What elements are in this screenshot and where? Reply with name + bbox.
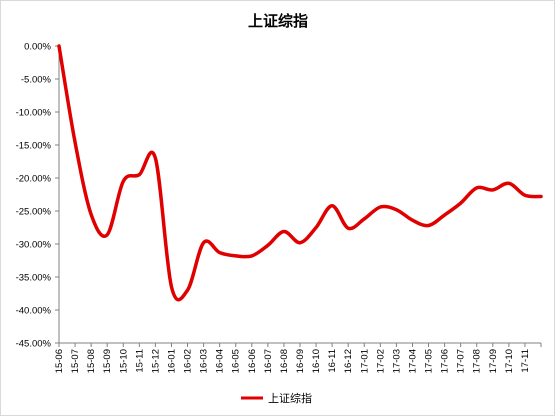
- x-tick-label: 16-04: [215, 349, 226, 373]
- axes: 0.00% -5.00% -10.00% -15.00% -20.00% -25.00% -…: [16, 42, 542, 373]
- series-line: [57, 44, 543, 302]
- x-tick-label: 16-08: [279, 349, 290, 373]
- x-tick-label: 15-06: [54, 349, 65, 373]
- x-tick-label: 15-12: [150, 349, 161, 373]
- x-tick-label: 15-09: [102, 349, 113, 373]
- y-tick-label: 0.00%: [24, 42, 51, 53]
- x-tick-label: 16-10: [311, 349, 322, 373]
- y-tick-label: -15.00%: [16, 141, 52, 152]
- x-tick-label: 16-03: [199, 349, 210, 373]
- y-tick-label: -35.00%: [16, 273, 52, 284]
- x-tick-label: 16-05: [231, 349, 242, 373]
- x-tick-label: 16-12: [343, 349, 354, 373]
- y-tick-label: -5.00%: [21, 75, 52, 86]
- y-tick-label: -40.00%: [16, 306, 52, 317]
- x-tick-label: 15-11: [134, 349, 145, 373]
- x-tick-label: 17-07: [456, 349, 467, 373]
- x-tick-label: 15-08: [86, 349, 97, 373]
- x-tick-label: 17-10: [504, 349, 515, 373]
- x-tick-label: 17-05: [424, 349, 435, 373]
- x-tick-label: 16-02: [183, 349, 194, 373]
- chart-title: 上证综指: [248, 12, 308, 30]
- x-tick-label: 16-11: [327, 349, 338, 373]
- x-tick-label: 16-07: [263, 349, 274, 373]
- y-tick-label: -10.00%: [16, 108, 52, 119]
- x-tick-label: 17-08: [472, 349, 483, 373]
- x-tick-label: 16-01: [166, 349, 177, 373]
- x-tick-label: 15-07: [70, 349, 81, 373]
- x-tick-label: 16-06: [247, 349, 258, 373]
- x-tick-label: 17-11: [520, 349, 531, 373]
- legend-label: 上证综指: [268, 391, 312, 405]
- legend: 上证综指: [241, 391, 312, 405]
- x-tick-label: 16-09: [295, 349, 306, 373]
- x-tick-label: 15-10: [118, 349, 129, 373]
- y-tick-label: -25.00%: [16, 207, 52, 218]
- y-tick-label: -45.00%: [16, 339, 52, 350]
- x-tick-label: 17-02: [375, 349, 386, 373]
- x-tick-label: 17-04: [407, 349, 418, 373]
- y-tick-label: -20.00%: [16, 174, 52, 185]
- x-tick-label: 17-03: [391, 349, 402, 373]
- y-tick-label: -30.00%: [16, 240, 52, 251]
- x-tick-label: 17-06: [440, 349, 451, 373]
- x-tick-label: 17-01: [359, 349, 370, 373]
- x-tick-label: 17-09: [488, 349, 499, 373]
- plot-area: [57, 44, 543, 302]
